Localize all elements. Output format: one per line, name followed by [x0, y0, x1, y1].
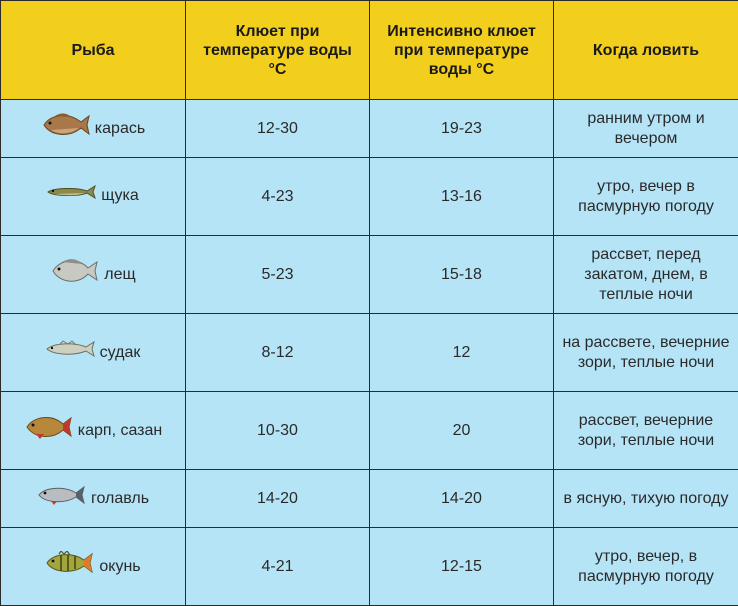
fish-name: лещ — [104, 265, 136, 283]
bite-temperature-cell: 14-20 — [185, 469, 370, 528]
table-row: щука 4-23 13-16 утро, вечер в пасмурную … — [0, 157, 738, 236]
chub-icon — [37, 485, 87, 513]
intense-bite-temperature-cell: 19-23 — [369, 99, 554, 158]
carp-icon — [24, 415, 74, 447]
header-row: Рыба Клюет при температуре воды °С Интен… — [0, 0, 738, 100]
table-row: окунь 4-21 12-15 утро, вечер, в пасмурну… — [0, 527, 738, 606]
intense-bite-temperature-cell: 14-20 — [369, 469, 554, 528]
fish-cell: окунь — [0, 527, 186, 606]
header-intense-bite-temperature: Интенсивно клюет при температуре воды °С — [369, 0, 554, 100]
pike-icon — [47, 184, 97, 208]
when-to-fish-cell: утро, вечер в пасмурную погоду — [553, 157, 738, 236]
table-row: карп, сазан 10-30 20 рассвет, вечерние з… — [0, 391, 738, 470]
when-to-fish-cell: ранним утром и вечером — [553, 99, 738, 158]
crucian-carp-icon — [41, 112, 91, 145]
header-when-to-fish: Когда ловить — [553, 0, 738, 100]
fish-name: карп, сазан — [77, 421, 163, 439]
fish-cell: щука — [0, 157, 186, 236]
bream-icon — [50, 258, 100, 291]
bite-temperature-cell: 4-21 — [185, 527, 370, 606]
bite-temperature-cell: 12-30 — [185, 99, 370, 158]
fish-name: судак — [99, 343, 141, 361]
when-to-fish-cell: в ясную, тихую погоду — [553, 469, 738, 528]
when-to-fish-cell: рассвет, перед закатом, днем, в теплые н… — [553, 235, 738, 314]
fish-cell: карп, сазан — [0, 391, 186, 470]
header-fish: Рыба — [0, 0, 186, 100]
when-to-fish-cell: на рассвете, вечерние зори, теплые ночи — [553, 313, 738, 392]
intense-bite-temperature-cell: 13-16 — [369, 157, 554, 236]
fish-cell: голавль — [0, 469, 186, 528]
bite-temperature-cell: 8-12 — [185, 313, 370, 392]
when-to-fish-cell: рассвет, вечерние зори, теплые ночи — [553, 391, 738, 470]
intense-bite-temperature-cell: 12-15 — [369, 527, 554, 606]
fish-name: карась — [94, 119, 146, 137]
fish-name: щука — [101, 187, 139, 205]
bite-temperature-cell: 5-23 — [185, 235, 370, 314]
table-row: голавль 14-20 14-20 в ясную, тихую погод… — [0, 469, 738, 528]
table-row: карась 12-30 19-23 ранним утром и вечеро… — [0, 99, 738, 158]
intense-bite-temperature-cell: 12 — [369, 313, 554, 392]
fish-cell: лещ — [0, 235, 186, 314]
table-row: лещ 5-23 15-18 рассвет, перед закатом, д… — [0, 235, 738, 314]
perch-icon — [45, 549, 95, 583]
zander-icon — [45, 339, 96, 366]
fish-name: окунь — [99, 557, 141, 575]
when-to-fish-cell: утро, вечер, в пасмурную погоду — [553, 527, 738, 606]
bite-temperature-cell: 10-30 — [185, 391, 370, 470]
intense-bite-temperature-cell: 15-18 — [369, 235, 554, 314]
fish-cell: карась — [0, 99, 186, 158]
intense-bite-temperature-cell: 20 — [369, 391, 554, 470]
bite-temperature-cell: 4-23 — [185, 157, 370, 236]
fish-name: голавль — [90, 489, 150, 507]
table-row: судак 8-12 12 на рассвете, вечерние зори… — [0, 313, 738, 392]
fish-cell: судак — [0, 313, 186, 392]
header-bite-temperature: Клюет при температуре воды °С — [185, 0, 370, 100]
